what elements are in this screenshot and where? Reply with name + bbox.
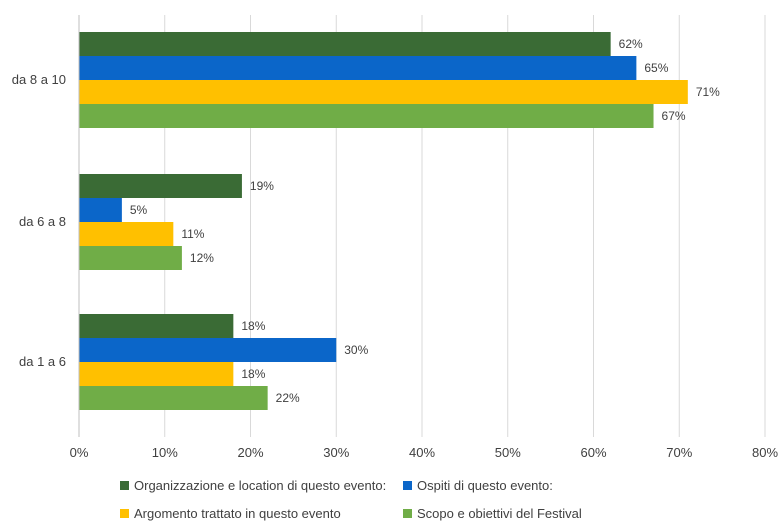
- data-label: 12%: [190, 251, 214, 265]
- x-tick-label: 0%: [70, 445, 89, 460]
- data-label: 11%: [181, 227, 204, 241]
- bar: [79, 198, 122, 222]
- legend-item-ospiti: Ospiti di questo evento:: [403, 478, 553, 493]
- legend-label-scopo: Scopo e obiettivi del Festival: [417, 506, 582, 521]
- x-tick-label: 60%: [580, 445, 606, 460]
- x-tick-label: 10%: [152, 445, 178, 460]
- bar: [79, 32, 611, 56]
- data-label: 67%: [662, 109, 686, 123]
- x-tick-label: 50%: [495, 445, 521, 460]
- data-label: 5%: [130, 203, 148, 217]
- bar: [79, 80, 688, 104]
- data-label: 18%: [241, 319, 265, 333]
- legend-item-scopo: Scopo e obiettivi del Festival: [403, 506, 582, 521]
- data-label: 30%: [344, 343, 368, 357]
- x-tick-label: 20%: [237, 445, 263, 460]
- x-tick-label: 70%: [666, 445, 692, 460]
- legend-label-organizzazione: Organizzazione e location di questo even…: [134, 478, 387, 493]
- category-label: da 6 a 8: [19, 214, 66, 229]
- category-label: da 8 a 10: [12, 72, 66, 87]
- bar: [79, 246, 182, 270]
- legend-item-organizzazione: Organizzazione e location di questo even…: [120, 478, 386, 493]
- data-label: 65%: [644, 61, 668, 75]
- bar: [79, 314, 234, 338]
- legend-label-ospiti: Ospiti di questo evento:: [417, 478, 553, 493]
- x-tick-label: 40%: [409, 445, 435, 460]
- bar: [79, 56, 637, 80]
- bar: [79, 386, 268, 410]
- category-label: da 1 a 6: [19, 354, 66, 369]
- x-tick-label: 80%: [752, 445, 778, 460]
- legend-swatch-scopo: [403, 509, 412, 518]
- bar: [79, 338, 337, 362]
- data-label: 62%: [619, 37, 643, 51]
- bar: [79, 104, 654, 128]
- data-label: 19%: [250, 179, 274, 193]
- legend-label-argomento: Argomento trattato in questo evento: [134, 506, 341, 521]
- legend-item-argomento: Argomento trattato in questo evento: [120, 506, 341, 521]
- x-tick-label: 30%: [323, 445, 349, 460]
- data-label: 71%: [696, 85, 720, 99]
- legend-swatch-argomento: [120, 509, 129, 518]
- data-label: 18%: [241, 367, 265, 381]
- chart-legend: Organizzazione e location di questo even…: [0, 470, 779, 521]
- legend-swatch-organizzazione: [120, 481, 129, 490]
- bar: [79, 222, 174, 246]
- data-label: 22%: [276, 391, 300, 405]
- bar: [79, 362, 234, 386]
- bar: [79, 174, 242, 198]
- legend-swatch-ospiti: [403, 481, 412, 490]
